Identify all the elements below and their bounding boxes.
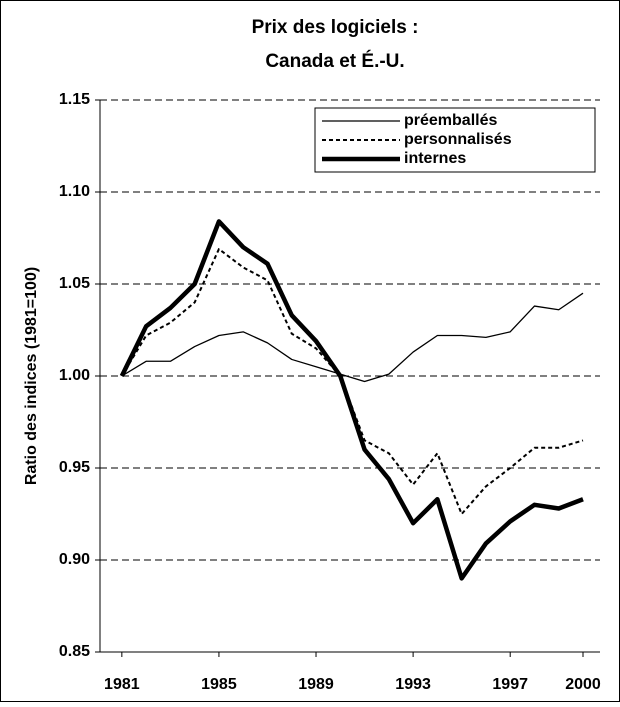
series-line bbox=[121, 292, 584, 383]
y-tick-label: 1.05 bbox=[59, 275, 90, 292]
x-tick-label: 1985 bbox=[201, 676, 237, 693]
legend-label: préemballés bbox=[404, 112, 497, 129]
y-tick-label: 1.00 bbox=[59, 367, 90, 384]
x-tick-label: 2000 bbox=[565, 676, 601, 693]
legend-label: internes bbox=[404, 150, 466, 167]
y-axis-label: Ratio des indices (1981=100) bbox=[23, 267, 40, 485]
chart-title: Prix des logiciels : bbox=[252, 17, 419, 38]
legend-box bbox=[314, 107, 596, 173]
series-line bbox=[119, 219, 584, 581]
y-tick-label: 0.85 bbox=[59, 643, 90, 660]
x-tick-label: 1997 bbox=[492, 676, 528, 693]
chart-title: Canada et É.-U. bbox=[265, 50, 404, 72]
x-tick-label: 1981 bbox=[104, 676, 140, 693]
x-tick-label: 1993 bbox=[395, 676, 431, 693]
y-tick-label: 0.90 bbox=[59, 551, 90, 568]
x-tick-label: 1989 bbox=[298, 676, 334, 693]
y-tick-label: 1.15 bbox=[59, 91, 90, 108]
y-tick-label: 1.10 bbox=[59, 183, 90, 200]
legend-label: personnalisés bbox=[404, 131, 512, 148]
y-tick-label: 0.95 bbox=[59, 459, 90, 476]
